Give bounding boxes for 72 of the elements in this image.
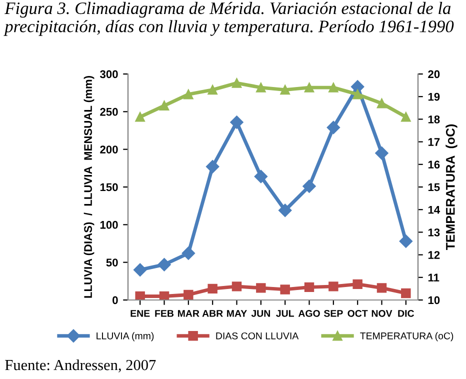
y-tick-label: 200 (100, 146, 118, 154)
point (256, 283, 266, 293)
y-tick-label: 100 (100, 220, 118, 229)
legend-label: LLUVIA (mm) (96, 332, 154, 342)
point (230, 116, 244, 129)
point (376, 98, 387, 108)
y-tick-label: 300 (100, 70, 118, 78)
point (232, 78, 242, 88)
point (352, 279, 362, 290)
point (158, 258, 171, 272)
y2-tick-label: 10 (428, 296, 440, 304)
point (302, 180, 316, 193)
y2-tick-label: 17 (428, 138, 440, 146)
point (375, 146, 388, 160)
point (399, 234, 413, 248)
point (133, 263, 147, 276)
x-tick-label: ABR (202, 310, 223, 317)
x-tick-label: MAY (227, 310, 247, 317)
point (135, 112, 145, 122)
y2-tick-label: 20 (428, 70, 440, 78)
point (328, 82, 338, 92)
x-tick-label: FEB (155, 310, 174, 317)
y2-tick-label: 15 (428, 183, 440, 192)
point (376, 283, 387, 293)
x-tick-label: NOV (372, 310, 392, 317)
y-tick-label: 250 (100, 108, 118, 116)
x-tick-label: JUN (251, 310, 270, 317)
point (254, 170, 268, 184)
y-tick-label: 150 (100, 183, 118, 192)
point (184, 89, 194, 100)
point (280, 284, 290, 294)
y2-tick-label: 14 (428, 206, 440, 214)
point (184, 290, 194, 300)
point (304, 82, 314, 92)
y2-axis-title: TEMPERATURA (oC) (446, 124, 458, 250)
point (304, 282, 314, 292)
point (278, 204, 292, 217)
x-tick-label: ENE (130, 310, 150, 317)
x-tick-label: AGO (298, 310, 320, 317)
point (208, 284, 218, 294)
legend-label: DIAS CON LLUVIA (216, 332, 299, 340)
point (206, 160, 220, 174)
point (208, 84, 218, 95)
x-tick-label: DIC (398, 310, 414, 317)
point (326, 120, 340, 134)
point (328, 282, 338, 292)
x-tick-label: OCT (348, 310, 368, 317)
x-tick-label: JUL (276, 310, 294, 317)
point (352, 89, 362, 100)
y-axis-title: LLUVIA (DIAS) / LLUVIA MENSUAL (mm) (84, 76, 94, 298)
point (135, 291, 145, 300)
y2-tick-label: 13 (428, 228, 440, 236)
y2-tick-label: 18 (428, 115, 440, 124)
point (182, 246, 196, 260)
x-tick-label: SEP (324, 310, 343, 317)
y2-tick-label: 16 (428, 160, 440, 169)
y2-tick-label: 19 (428, 92, 440, 101)
point (232, 282, 242, 292)
y-tick-label: 50 (106, 258, 118, 266)
legend-label: TEMPERATURA (oC) (360, 332, 454, 342)
point (401, 288, 411, 298)
point (159, 291, 170, 300)
y-tick-label: 0 (112, 296, 118, 304)
y2-tick-label: 11 (428, 274, 440, 282)
chart-title: Figura 3. Climadiagrama de Mérida. Variación estacional de la precipitación, días con lluvia y temperatura. Período 1961-1990 (4, 2, 454, 36)
point (256, 82, 266, 92)
point (159, 100, 170, 110)
point (401, 112, 411, 122)
x-tick-label: MAR (178, 310, 200, 317)
source-note: Fuente: Andressen, 2007 (5, 359, 156, 372)
y2-tick-label: 12 (428, 251, 440, 259)
point (280, 84, 290, 95)
